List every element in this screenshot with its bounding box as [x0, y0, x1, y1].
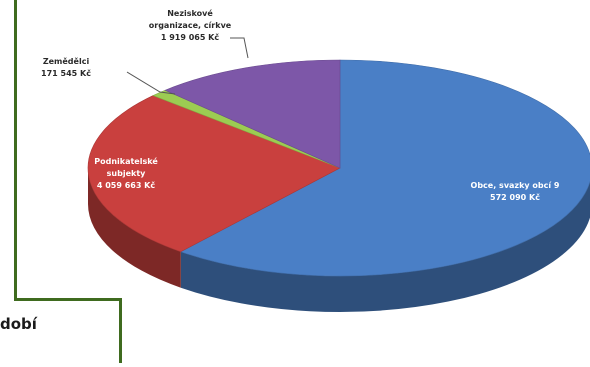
label-neziskove: Neziskové organizace, církve 1 919 065 Kč	[149, 8, 232, 42]
leader-line-zemedelci	[126, 71, 176, 95]
pie-wall-1	[87, 168, 181, 288]
leader-line-neziskove	[230, 37, 249, 59]
frame-border-bottom	[14, 298, 122, 301]
label-zemedelci: Zemědělci 171 545 Kč	[41, 56, 91, 78]
frame-border-left	[14, 0, 17, 301]
pie-slice-podnikatelske	[87, 95, 341, 253]
frame-border-right	[119, 298, 122, 363]
label-obce: Obce, svazky obcí 9 572 090 Kč	[471, 181, 560, 202]
label-podnikatelske: Podnikatelské subjekty 4 059 663 Kč	[94, 156, 158, 190]
cropped-caption-text: dobí	[0, 315, 37, 333]
pie-slice-obce	[180, 59, 590, 277]
pie-slice-neziskove	[164, 59, 341, 169]
pie-wall-0-b	[180, 181, 590, 313]
